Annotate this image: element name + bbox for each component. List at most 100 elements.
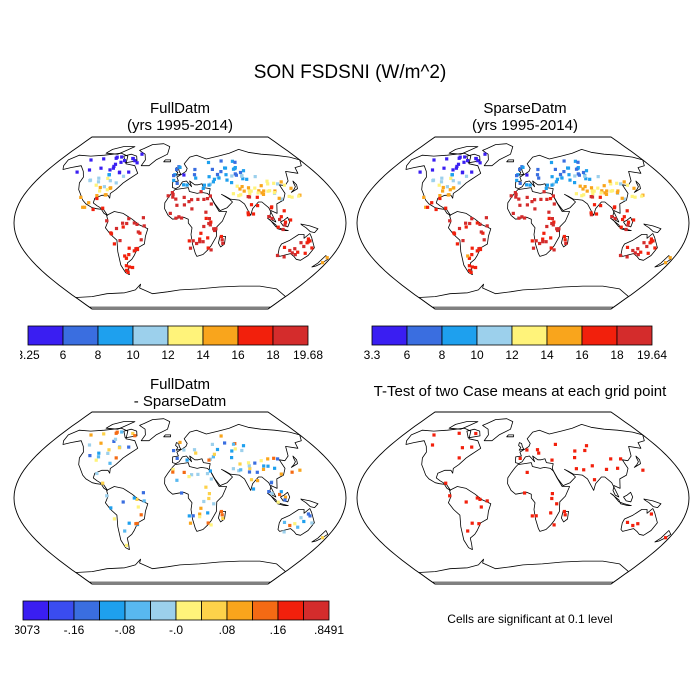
grid-cell — [182, 448, 186, 452]
grid-cell — [135, 246, 139, 251]
grid-cell — [545, 197, 549, 201]
grid-cell — [518, 456, 522, 460]
grid-cell — [566, 166, 570, 170]
grid-cell — [112, 439, 116, 443]
grid-cell — [583, 448, 587, 453]
grid-cell — [422, 195, 426, 199]
grid-cell — [237, 469, 241, 473]
grid-cell — [615, 191, 619, 195]
grid-cell — [460, 171, 464, 175]
grid-cell — [298, 468, 302, 472]
map-panel-difference — [13, 411, 347, 585]
grid-cell — [81, 205, 85, 209]
grid-cell — [171, 467, 175, 471]
grid-cell — [622, 197, 626, 201]
grid-cell — [297, 194, 301, 198]
figure-title: SON FSDSNI (W/m^2) — [253, 62, 447, 83]
coastline-iceland — [163, 159, 172, 163]
grid-cell — [460, 446, 464, 450]
grid-cell — [293, 247, 297, 251]
coastline-japan — [633, 455, 641, 468]
grid-cell — [251, 212, 256, 216]
grid-cell — [444, 481, 448, 485]
grid-cell — [202, 183, 206, 187]
coastline-greenland — [139, 143, 171, 167]
grid-cell — [266, 464, 270, 468]
grid-cell — [79, 195, 83, 199]
grid-cell — [302, 519, 306, 524]
grid-cell — [618, 253, 623, 258]
grid-cell — [432, 158, 436, 162]
map-panel-ttest — [356, 411, 690, 585]
grid-cell — [266, 457, 270, 461]
coastline-borneo — [280, 491, 291, 503]
grid-cell — [545, 224, 549, 229]
grid-cell — [278, 217, 282, 222]
grid-cell — [518, 181, 522, 185]
grid-cell — [573, 174, 577, 178]
grid-cell — [182, 470, 186, 474]
panel-1-title: FullDatm (yrs 1995-2014) — [40, 100, 320, 134]
grid-cell — [555, 227, 559, 231]
grid-cell — [196, 197, 200, 201]
grid-cell — [269, 206, 273, 210]
grid-cell — [261, 192, 266, 196]
grid-cell — [113, 162, 118, 166]
grid-cell — [240, 448, 244, 453]
grid-cell — [277, 196, 281, 200]
grid-cell — [124, 268, 129, 272]
grid-cell — [98, 189, 102, 193]
grid-cell — [246, 213, 250, 217]
coastline-arctic-islands — [105, 146, 136, 155]
coastline-borneo — [623, 491, 634, 503]
grid-cell — [253, 461, 257, 465]
grid-cell — [584, 169, 589, 173]
grid-cell — [276, 500, 280, 504]
grid-cell — [248, 191, 252, 196]
grid-cell — [632, 186, 636, 190]
grid-cell — [475, 496, 479, 500]
grid-cell — [108, 179, 112, 183]
grid-cell — [424, 205, 428, 209]
colorbar-swatch — [252, 600, 279, 621]
grid-cell — [207, 183, 211, 187]
colorbar-swatch — [277, 600, 304, 621]
colorbar-tick-label: 14 — [540, 348, 554, 362]
grid-cell — [127, 170, 131, 174]
grid-cell — [553, 167, 557, 171]
grid-cell — [112, 242, 116, 246]
grid-cell — [210, 167, 214, 171]
grid-cell — [139, 238, 143, 242]
grid-cell — [135, 222, 139, 226]
grid-cell — [466, 529, 470, 533]
grid-cell — [452, 186, 456, 190]
grid-cell — [112, 517, 116, 521]
grid-cell — [467, 256, 471, 260]
grid-cell — [521, 165, 525, 169]
grid-cell — [102, 157, 106, 161]
colorbar-swatch — [27, 325, 64, 346]
grid-cell — [276, 225, 280, 229]
grid-cell — [198, 515, 202, 519]
coastline-africa — [164, 187, 227, 257]
colorbar-swatch — [97, 325, 134, 346]
grid-cell — [325, 256, 329, 260]
grid-cell — [248, 466, 252, 471]
map-boundary — [356, 136, 690, 310]
grid-cell — [279, 490, 283, 494]
coastline-new-zealand — [311, 530, 329, 543]
grid-cell — [99, 441, 103, 445]
grid-cell — [113, 437, 118, 441]
panel-1-title-line2: (yrs 1995-2014) — [127, 117, 233, 134]
grid-cell — [479, 505, 483, 509]
grid-cell — [279, 197, 283, 201]
grid-cell — [201, 240, 205, 244]
grid-cell — [609, 189, 613, 193]
grid-cell — [282, 183, 286, 187]
significance-footnote: Cells are significant at 0.1 level — [447, 612, 613, 626]
grid-cell — [174, 216, 178, 220]
grid-cell — [207, 496, 211, 501]
grid-cell — [430, 201, 434, 205]
grid-cell — [223, 441, 227, 445]
grid-cell — [209, 202, 213, 206]
